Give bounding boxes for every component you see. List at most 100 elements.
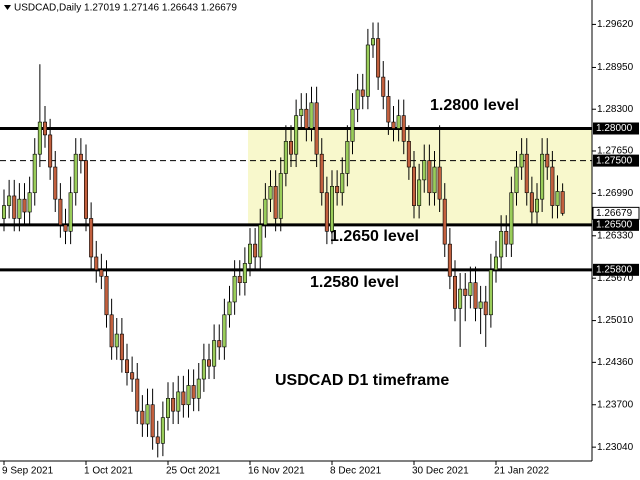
candle-body bbox=[53, 166, 58, 200]
candle-body bbox=[478, 301, 483, 309]
candle-body bbox=[524, 153, 529, 194]
candle-body bbox=[360, 89, 365, 97]
candle-body bbox=[104, 275, 109, 316]
candle-body bbox=[145, 404, 150, 425]
support-resistance-zone bbox=[248, 128, 592, 225]
candle-body bbox=[335, 186, 340, 194]
candle-body bbox=[196, 378, 201, 399]
candle-body bbox=[217, 340, 222, 348]
candle-body bbox=[458, 288, 463, 309]
y-tick-label: 1.27650 bbox=[597, 146, 634, 157]
candle-body bbox=[140, 410, 145, 425]
candle-body bbox=[417, 179, 422, 206]
x-tick-label: 8 Dec 2021 bbox=[330, 466, 382, 477]
candle-body bbox=[386, 96, 391, 123]
candle-body bbox=[411, 166, 416, 206]
candle-body bbox=[68, 192, 73, 232]
y-tick-label: 1.25010 bbox=[597, 315, 634, 326]
x-tick-label: 30 Dec 2021 bbox=[412, 466, 469, 477]
candle-body bbox=[37, 121, 42, 155]
candle-body bbox=[447, 243, 452, 277]
candle-body bbox=[319, 153, 324, 194]
level-label: 1.25800 bbox=[596, 264, 633, 275]
y-tick-label: 1.24360 bbox=[597, 357, 634, 368]
candle-body bbox=[263, 198, 268, 226]
candle-body bbox=[237, 275, 242, 283]
candle-body bbox=[186, 385, 191, 406]
x-tick-label: 25 Oct 2021 bbox=[166, 466, 221, 477]
candle-body bbox=[514, 166, 519, 194]
candle-body bbox=[355, 89, 360, 110]
candle-body bbox=[545, 153, 550, 168]
candle-body bbox=[324, 192, 329, 232]
candle-body bbox=[345, 141, 350, 174]
candle-body bbox=[370, 38, 375, 46]
candle-body bbox=[442, 198, 447, 245]
level-label: 1.26500 bbox=[596, 220, 633, 231]
candle-body bbox=[499, 230, 504, 258]
candle-body bbox=[427, 160, 432, 194]
candle-body bbox=[437, 166, 442, 200]
candle-body bbox=[232, 275, 237, 303]
candle-body bbox=[432, 166, 437, 194]
candle-body bbox=[17, 198, 22, 219]
candle-body bbox=[166, 398, 171, 418]
candle-body bbox=[42, 121, 47, 136]
candle-body bbox=[350, 108, 355, 142]
chart-title: USDCAD,Daily 1.27019 1.27146 1.26643 1.2… bbox=[14, 3, 237, 14]
header-arrow bbox=[4, 5, 11, 10]
candle-body bbox=[222, 314, 227, 348]
level-label-box bbox=[593, 122, 639, 135]
candle-body bbox=[273, 186, 278, 219]
candle-body bbox=[468, 282, 473, 296]
candle-body bbox=[376, 38, 381, 78]
y-tick-label: 1.26990 bbox=[597, 188, 634, 199]
candle-body bbox=[309, 102, 314, 129]
candle-body bbox=[253, 243, 258, 258]
candle-body bbox=[48, 134, 53, 168]
candle-body bbox=[176, 391, 181, 412]
candle-body bbox=[84, 160, 89, 219]
candle-body bbox=[314, 102, 319, 155]
candle-body bbox=[483, 301, 488, 316]
candle-body bbox=[283, 141, 288, 174]
y-tick-label: 1.29620 bbox=[597, 19, 634, 30]
candle-body bbox=[519, 153, 524, 168]
candle-body bbox=[135, 378, 140, 412]
candle-body bbox=[32, 153, 37, 194]
candle-body bbox=[288, 141, 293, 155]
candle-body bbox=[201, 359, 206, 380]
candle-body bbox=[94, 256, 99, 271]
candle-body bbox=[1, 205, 7, 219]
candle-body bbox=[488, 269, 493, 316]
x-tick-label: 1 Oct 2021 bbox=[84, 466, 133, 477]
candle-body bbox=[212, 340, 217, 367]
level-label-box bbox=[593, 154, 639, 167]
candle-body bbox=[7, 195, 12, 206]
candle-body bbox=[27, 192, 32, 213]
candle-body bbox=[401, 115, 406, 142]
candle-body bbox=[58, 198, 63, 226]
candle-body bbox=[268, 186, 273, 200]
candle-body bbox=[509, 192, 514, 245]
candle-body bbox=[160, 417, 165, 444]
candle-body bbox=[248, 243, 253, 264]
candle-body bbox=[550, 166, 555, 206]
x-tick-label: 21 Jan 2022 bbox=[494, 466, 549, 477]
candle-body bbox=[555, 191, 560, 206]
candle-body bbox=[109, 314, 114, 348]
candle-body bbox=[89, 218, 94, 258]
candle-body bbox=[463, 288, 468, 296]
candle-body bbox=[63, 224, 68, 232]
candle-body bbox=[529, 192, 534, 213]
y-tick-label: 1.25670 bbox=[597, 273, 634, 284]
candle-body bbox=[130, 372, 135, 380]
annotation: 1.2650 level bbox=[330, 228, 419, 245]
y-tick-label: 1.28950 bbox=[597, 62, 634, 73]
annotation: 1.2800 level bbox=[430, 97, 519, 114]
candle-body bbox=[99, 269, 104, 277]
candle-body bbox=[534, 198, 539, 213]
candle-body bbox=[227, 301, 232, 316]
